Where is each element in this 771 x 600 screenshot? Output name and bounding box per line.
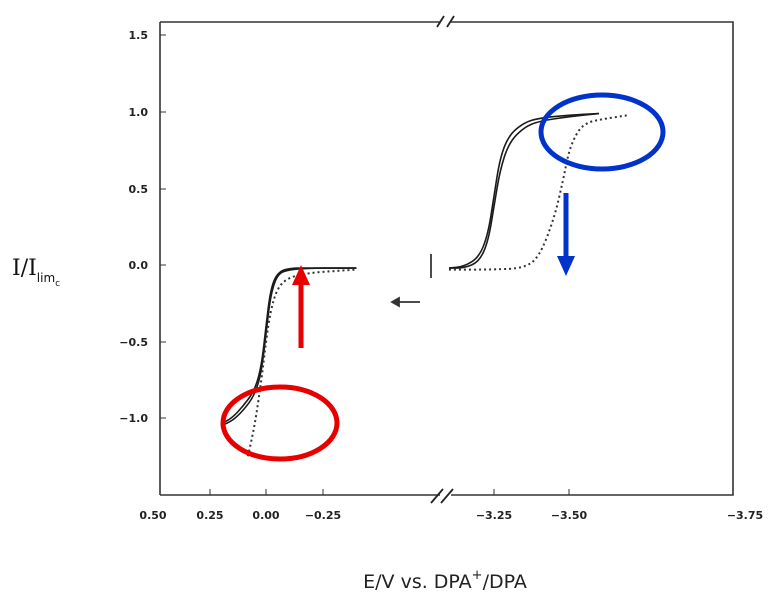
red-circle (220, 384, 340, 462)
dotted-curve (246, 268, 357, 457)
y-label-sub: lim (37, 271, 55, 285)
solid-curve (448, 112, 600, 269)
x-label-sup: + (472, 568, 483, 583)
y-label-subsub: c (55, 279, 60, 289)
x-tick-label: 0.00 (252, 509, 279, 522)
x-tick-label: −3.50 (551, 509, 588, 522)
y-axis-ticks (160, 34, 166, 419)
x-tick-label: −0.25 (305, 509, 341, 522)
x-tick-label: 0.50 (139, 509, 166, 522)
x-label-tail: /DPA (483, 571, 527, 593)
blue-circle (538, 92, 666, 172)
blue-annotation (538, 92, 666, 276)
x-tick-label: −3.25 (476, 509, 512, 522)
y-label-main: I/I (12, 256, 37, 281)
red-arrow-head (292, 265, 310, 285)
svg-text:E/V vs. DPA+/DPA: E/V vs. DPA+/DPA (363, 568, 527, 593)
plot-frame (159, 21, 734, 496)
solid-curve (220, 267, 357, 427)
x-tick-labels: 0.50 0.25 0.00 −0.25 −3.25 −3.50 −3.75 (139, 509, 763, 522)
blue-arrow-head (557, 256, 575, 276)
y-tick-label: −0.5 (119, 336, 148, 349)
y-tick-labels: 1.5 1.0 0.5 0.0 −0.5 −1.0 (119, 29, 148, 425)
solid-curve (220, 267, 357, 425)
y-tick-label: 1.0 (129, 106, 149, 119)
y-axis-label: I/Ilimc (12, 256, 60, 289)
y-tick-label: 1.5 (129, 29, 149, 42)
y-tick-label: 0.0 (129, 259, 149, 272)
x-label-main: E/V vs. DPA (363, 571, 472, 593)
solid-curve (448, 112, 600, 269)
x-tick-label: 0.25 (196, 509, 223, 522)
scan-direction-arrow (390, 296, 420, 308)
x-axis-label: E/V vs. DPA+/DPA (363, 568, 527, 593)
red-annotation (220, 265, 340, 462)
y-tick-label: −1.0 (119, 412, 148, 425)
y-tick-label: 0.5 (129, 183, 149, 196)
x-axis-ticks (209, 489, 570, 495)
svg-text:I/Ilimc: I/Ilimc (12, 256, 60, 289)
data-curves (220, 112, 630, 457)
dotted-curve (448, 114, 630, 271)
axis-break-marks (430, 15, 455, 504)
x-tick-label: −3.75 (727, 509, 763, 522)
